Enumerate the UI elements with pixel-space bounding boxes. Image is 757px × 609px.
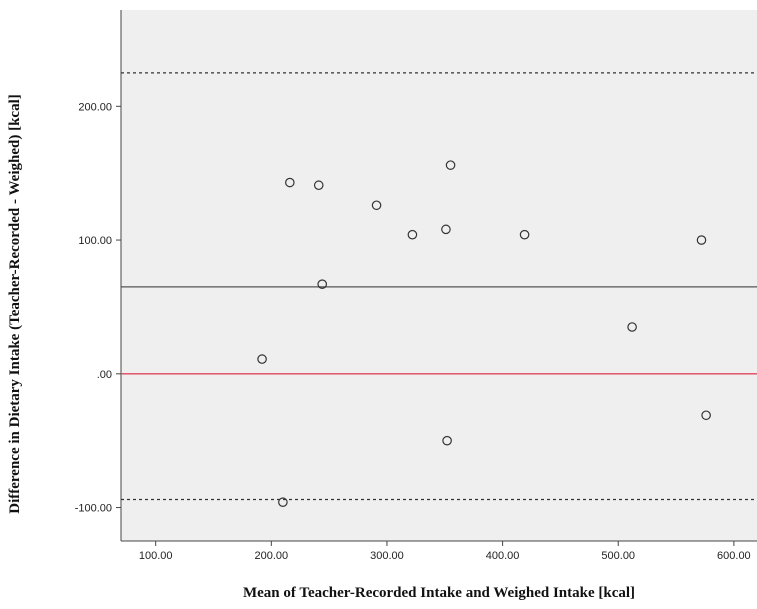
y-tick-label-2: 100.00 <box>78 235 112 247</box>
data-point-7 <box>441 224 451 235</box>
y-tick-label-1: .00 <box>97 369 112 381</box>
data-point-6 <box>407 229 418 240</box>
y-tick-label-3: 200.00 <box>78 101 112 113</box>
data-point-4 <box>317 279 328 289</box>
x-axis-title: Mean of Teacher-Recorded Intake and Weig… <box>243 585 635 601</box>
x-tick-label-0: 100.00 <box>139 550 173 562</box>
data-point-13 <box>701 410 711 421</box>
y-tick-label-0: -100.00 <box>75 503 112 515</box>
data-point-8 <box>442 435 452 446</box>
data-point-12 <box>696 235 707 245</box>
x-axis-ticks: 100.00 200.00 300.00 400.00 500.00 600.00 <box>139 541 751 562</box>
x-tick-label-2: 300.00 <box>370 550 404 562</box>
data-point-9 <box>445 160 456 170</box>
x-tick-label-4: 500.00 <box>601 550 635 562</box>
y-axis-ticks: -100.00 .00 100.00 200.00 <box>75 101 121 515</box>
x-tick-label-5: 600.00 <box>717 550 751 562</box>
y-axis-title: Difference in Dietary Intake (Teacher-Re… <box>7 94 23 514</box>
data-point-10 <box>519 229 530 240</box>
x-tick-label-3: 400.00 <box>486 550 520 562</box>
data-point-11 <box>627 322 637 332</box>
data-point-5 <box>371 200 382 211</box>
data-point-2 <box>285 177 295 188</box>
data-points <box>257 160 711 508</box>
reference-lines <box>121 72 757 501</box>
plot-area <box>121 10 757 541</box>
data-point-3 <box>313 180 324 191</box>
x-tick-label-1: 200.00 <box>254 550 288 562</box>
data-point-1 <box>278 497 288 508</box>
data-point-0 <box>257 354 267 364</box>
